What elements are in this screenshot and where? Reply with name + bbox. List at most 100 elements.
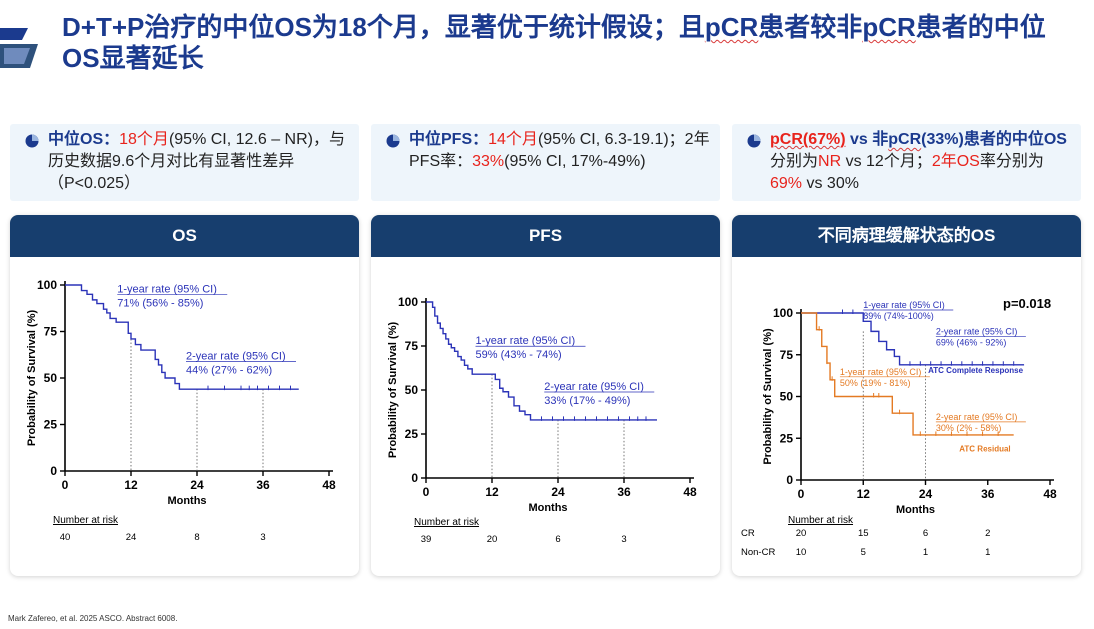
panel-header: 不同病理缓解状态的OS xyxy=(732,215,1081,257)
summary-segment: pCR(67%) xyxy=(770,131,846,148)
title-segment: 患者较非 xyxy=(758,12,863,42)
rate-annotation: 30% (2% - 58%) xyxy=(936,423,1002,433)
y-axis-label: Probability of Survival (%) xyxy=(26,310,38,447)
panel-header: PFS xyxy=(371,215,720,257)
summary-segment: vs 30% xyxy=(802,175,859,192)
summary-box-pfs: 中位PFS：14个月(95% CI, 6.3-19.1)；2年PFS率：33%(… xyxy=(371,124,720,201)
y-tick-label: 100 xyxy=(773,306,793,320)
y-tick-label: 75 xyxy=(405,339,419,353)
title-segment: pCR xyxy=(704,12,759,42)
x-tick-label: 36 xyxy=(617,485,631,499)
chart-panel-os: OS 0 25 50 75 100 0 12 24 36 48 Months Probability … xyxy=(10,215,359,576)
km-survival-curve xyxy=(426,301,657,421)
summary-segment: 18个月 xyxy=(119,131,169,148)
rate-annotation: 69% (46% - 92%) xyxy=(936,338,1007,348)
rate-annotation: 71% (56% - 85%) xyxy=(117,297,203,309)
rate-annotation: 1-year rate (95% CI) xyxy=(476,335,576,347)
pie-bullet-icon xyxy=(25,134,39,148)
risk-count: 20 xyxy=(487,534,498,545)
x-tick-label: 12 xyxy=(857,487,871,501)
y-tick-label: 75 xyxy=(44,325,58,339)
x-tick-label: 12 xyxy=(124,478,138,492)
x-tick-label: 24 xyxy=(190,478,204,492)
rate-annotation: 2-year rate (95% CI) xyxy=(544,381,644,393)
y-tick-label: 75 xyxy=(780,348,794,362)
title-segment: pCR xyxy=(862,12,916,42)
y-tick-label: 25 xyxy=(44,418,58,432)
summary-segment: 中位OS： xyxy=(48,131,120,148)
number-at-risk-label: Number at risk xyxy=(414,517,480,528)
y-tick-label: 50 xyxy=(44,371,58,385)
x-axis-label: Months xyxy=(167,495,206,507)
x-tick-label: 36 xyxy=(981,487,995,501)
rate-annotation: 50% (19% - 81%) xyxy=(840,378,911,388)
rate-annotation: 2-year rate (95% CI) xyxy=(936,412,1018,422)
y-tick-label: 0 xyxy=(411,471,418,485)
summary-segment: (95% CI, 17%-49%) xyxy=(504,153,646,170)
risk-count: 20 xyxy=(796,528,807,539)
rate-annotation: 59% (43% - 74%) xyxy=(476,349,562,361)
number-at-risk-label: Number at risk xyxy=(788,515,854,526)
summary-text: 中位PFS：14个月(95% CI, 6.3-19.1)；2年PFS率：33%(… xyxy=(409,129,710,173)
series-label: ATC Residual xyxy=(959,445,1010,454)
y-tick-label: 25 xyxy=(780,431,794,445)
risk-count: 24 xyxy=(126,532,137,543)
summary-segment: 14个月 xyxy=(488,131,538,148)
x-tick-label: 24 xyxy=(919,487,933,501)
risk-count: 10 xyxy=(796,547,807,558)
km-survival-curve xyxy=(801,312,1025,366)
summary-segment: 2年OS xyxy=(931,153,980,170)
x-tick-label: 24 xyxy=(551,485,565,499)
x-axis-label: Months xyxy=(896,504,935,516)
rate-annotation: 2-year rate (95% CI) xyxy=(186,350,286,362)
summary-segment: (33%)患者的中位OS xyxy=(921,131,1067,148)
y-tick-label: 25 xyxy=(405,427,419,441)
brand-logo-icon xyxy=(0,28,38,68)
risk-count: 6 xyxy=(923,528,928,539)
x-tick-label: 48 xyxy=(322,478,336,492)
summary-segment: pCR xyxy=(888,131,922,148)
risk-count: 1 xyxy=(923,547,928,558)
title-segment: 患者的中位OS显著延长 xyxy=(62,12,1046,73)
risk-count: 3 xyxy=(260,532,265,543)
y-tick-label: 0 xyxy=(786,473,793,487)
rate-annotation: 44% (27% - 62%) xyxy=(186,364,272,376)
summary-text: pCR(67%) vs 非pCR(33%)患者的中位OS 分别为NR vs 12个… xyxy=(770,129,1071,195)
rate-annotation: 2-year rate (95% CI) xyxy=(936,327,1018,337)
rate-annotation: 1-year rate (95% CI) xyxy=(117,283,217,295)
rate-annotation: 1-year rate (95% CI) xyxy=(863,300,945,310)
km-survival-curve xyxy=(65,284,299,390)
y-axis-label: Probability of Survival (%) xyxy=(387,322,399,459)
risk-row-label: CR xyxy=(741,528,755,539)
os-km-chart: 0 25 50 75 100 0 12 24 36 48 Months Probability of … xyxy=(26,278,336,543)
summary-segment: vs 12个月； xyxy=(841,153,932,170)
y-tick-label: 0 xyxy=(50,464,57,478)
x-tick-label: 0 xyxy=(423,485,430,499)
risk-row-label: Non-CR xyxy=(741,547,775,558)
x-tick-label: 48 xyxy=(1043,487,1057,501)
risk-count: 8 xyxy=(194,532,199,543)
chart-panel-pcr-os: 不同病理缓解状态的OS 0 25 50 75 100 0 12 24 36 48 Months Pro… xyxy=(732,215,1081,576)
rate-annotation: 33% (17% - 49%) xyxy=(544,395,630,407)
x-tick-label: 48 xyxy=(683,485,697,499)
summary-box-pcr: pCR(67%) vs 非pCR(33%)患者的中位OS 分别为NR vs 12个… xyxy=(732,124,1081,201)
number-at-risk-label: Number at risk xyxy=(53,515,119,526)
y-axis-label: Probability of Survival (%) xyxy=(762,328,774,465)
risk-count: 3 xyxy=(621,534,626,545)
risk-count: 39 xyxy=(421,534,432,545)
footnote: Mark Zafereo, et al. 2025 ASCO. Abstract… xyxy=(8,614,178,623)
summary-segment: 33% xyxy=(472,153,505,170)
risk-count: 6 xyxy=(555,534,560,545)
y-tick-label: 50 xyxy=(405,383,419,397)
x-tick-label: 12 xyxy=(485,485,499,499)
pie-bullet-icon xyxy=(386,134,400,148)
p-value-label: p=0.018 xyxy=(1003,296,1051,311)
summary-segment: 中位PFS： xyxy=(409,131,489,148)
x-tick-label: 0 xyxy=(798,487,805,501)
series-label: ATC Complete Response xyxy=(928,366,1024,375)
risk-count: 40 xyxy=(60,532,71,543)
summary-segment: vs 非 xyxy=(845,131,889,148)
summary-segment: NR xyxy=(818,153,842,170)
